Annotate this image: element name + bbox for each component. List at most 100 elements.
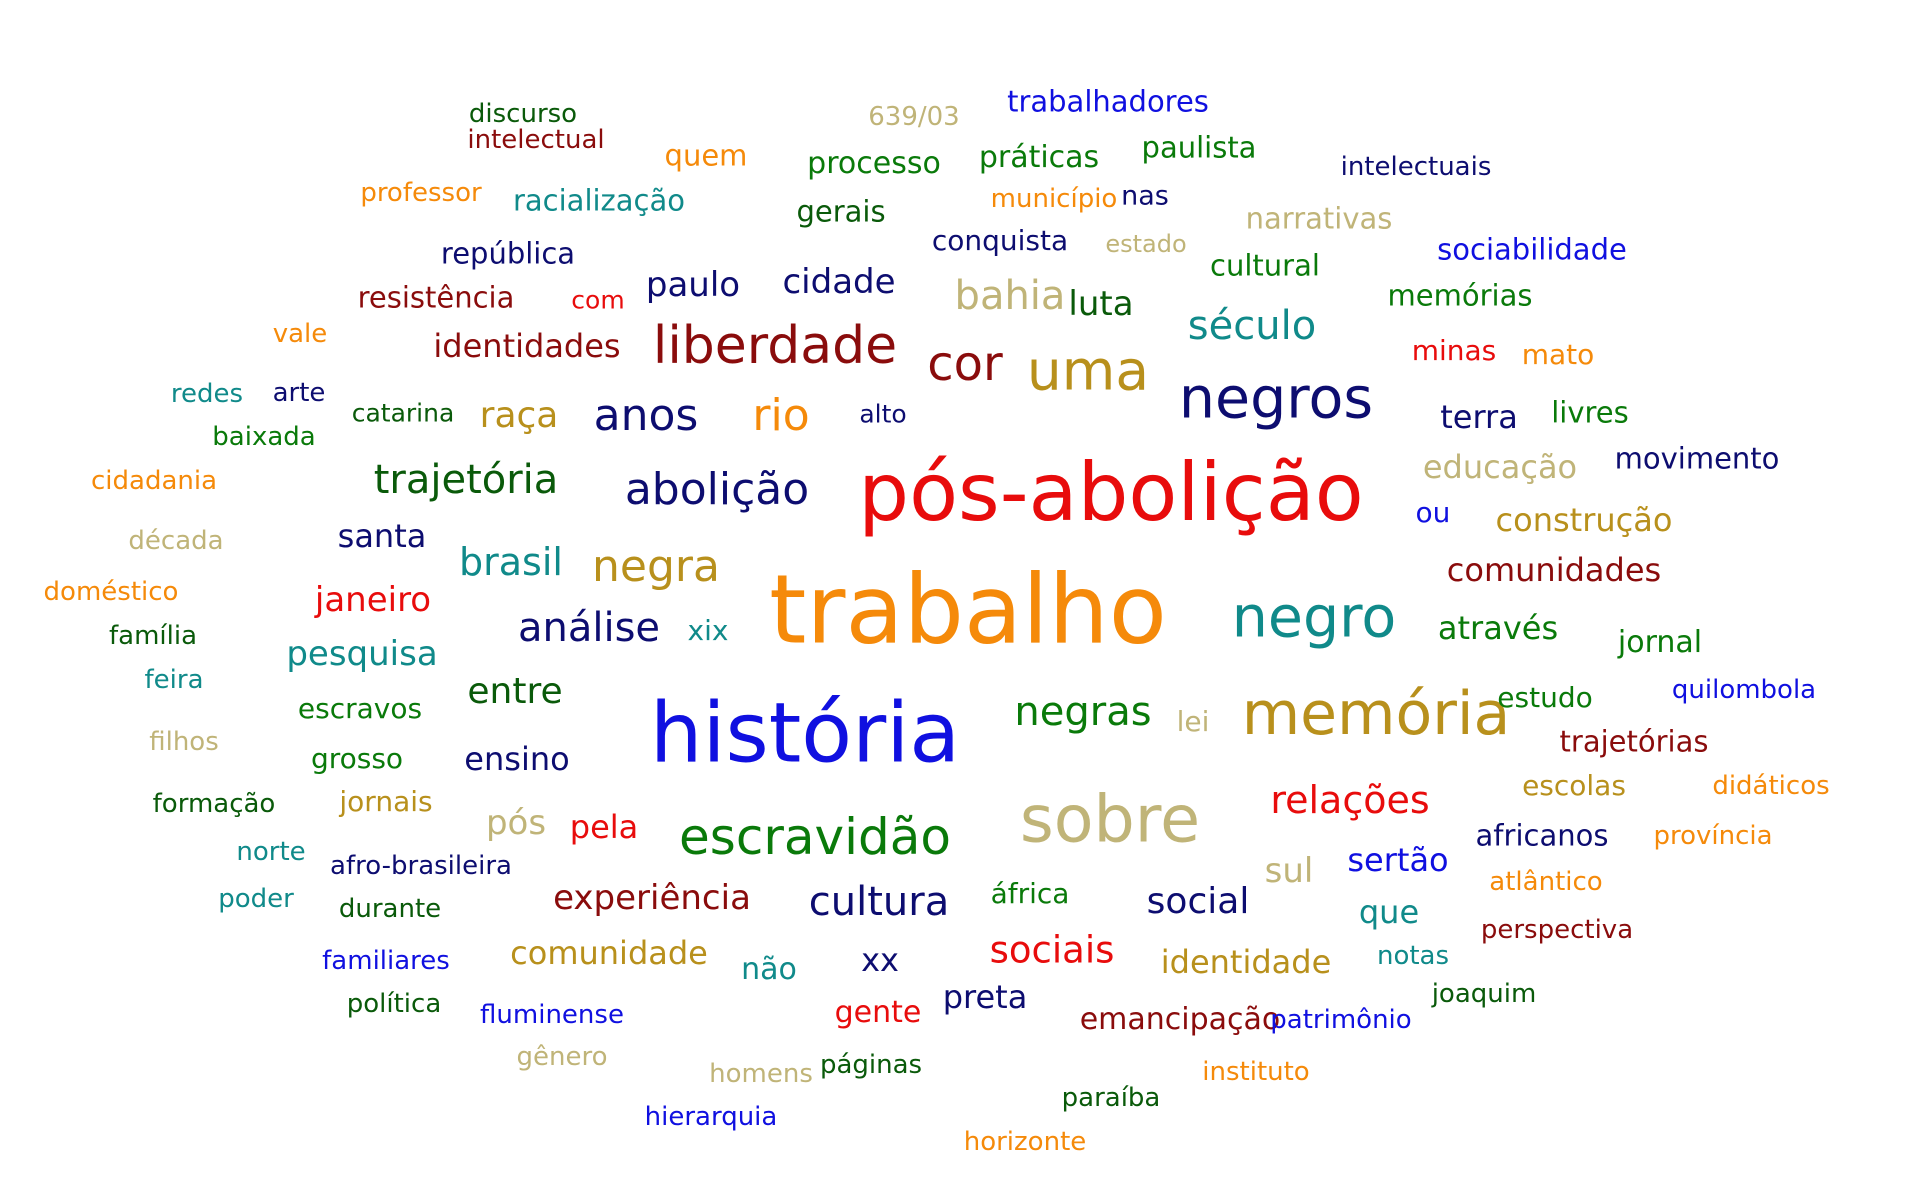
cloud-word: joaquim — [1431, 979, 1537, 1009]
cloud-word: negro — [1231, 584, 1397, 651]
cloud-word: preta — [942, 978, 1028, 1016]
cloud-word: educação — [1422, 448, 1578, 486]
cloud-word: feira — [144, 665, 204, 695]
cloud-word: arte — [272, 378, 326, 408]
cloud-word: província — [1653, 821, 1773, 851]
cloud-word: com — [571, 285, 625, 315]
cloud-word: mato — [1521, 338, 1595, 371]
cloud-word: norte — [236, 837, 306, 867]
cloud-word: identidade — [1160, 943, 1332, 981]
cloud-word: práticas — [978, 140, 1100, 175]
cloud-word: através — [1437, 609, 1559, 647]
cloud-word: pela — [569, 808, 639, 846]
cloud-word: escolas — [1522, 769, 1626, 802]
cloud-word: pós-abolição — [858, 446, 1364, 539]
cloud-word: família — [108, 621, 198, 651]
cloud-word: pós — [485, 803, 547, 843]
cloud-word: negra — [592, 541, 720, 592]
cloud-word: raça — [479, 395, 559, 436]
cloud-word: não — [741, 952, 797, 987]
cloud-word: formação — [152, 789, 276, 819]
cloud-word: xx — [861, 941, 899, 979]
cloud-word: século — [1187, 303, 1317, 349]
cloud-word: trabalho — [769, 555, 1167, 666]
cloud-word: identidades — [433, 327, 621, 365]
cloud-word: pesquisa — [286, 634, 438, 674]
cloud-word: baixada — [212, 422, 316, 452]
cloud-word: resistência — [357, 280, 515, 315]
cloud-word: anos — [593, 390, 699, 441]
cloud-word: patrimônio — [1270, 1005, 1412, 1035]
cloud-word: áfrica — [990, 877, 1070, 910]
cloud-word: cultura — [808, 879, 950, 925]
cloud-word: entre — [467, 671, 563, 712]
cloud-word: estudo — [1497, 681, 1593, 714]
cloud-word: vale — [272, 319, 328, 349]
cloud-word: que — [1358, 893, 1420, 931]
cloud-word: janeiro — [314, 580, 432, 620]
cloud-word: brasil — [459, 540, 563, 584]
cloud-word: quem — [664, 138, 748, 173]
cloud-word: poder — [218, 884, 294, 914]
cloud-word: comunidades — [1446, 551, 1662, 589]
cloud-word: política — [346, 989, 442, 1019]
cloud-word: homens — [709, 1059, 813, 1089]
cloud-word: didáticos — [1712, 771, 1830, 801]
cloud-word: uma — [1026, 338, 1150, 403]
cloud-word: cidadania — [90, 466, 218, 496]
cloud-word: intelectuais — [1340, 152, 1492, 182]
cloud-word: páginas — [819, 1050, 923, 1080]
cloud-word: relações — [1270, 778, 1430, 822]
cloud-word: abolição — [624, 464, 810, 515]
cloud-word: gente — [834, 995, 922, 1030]
cloud-word: história — [649, 684, 961, 782]
cloud-word: escravos — [297, 692, 423, 725]
cloud-word: africanos — [1475, 818, 1609, 853]
cloud-word: redes — [170, 379, 244, 409]
cloud-word: bahia — [954, 273, 1066, 319]
cloud-word: sertão — [1347, 841, 1449, 879]
cloud-word: gerais — [796, 194, 886, 229]
cloud-word: escravidão — [679, 808, 951, 866]
cloud-word: trajetória — [373, 457, 559, 503]
cloud-word: durante — [338, 894, 442, 924]
cloud-word: grosso — [310, 742, 404, 775]
cloud-word: sociabilidade — [1437, 232, 1627, 267]
cloud-word: minas — [1411, 334, 1497, 367]
cloud-word: instituto — [1202, 1057, 1310, 1087]
cloud-word: alto — [859, 399, 907, 429]
cloud-word: quilombola — [1671, 675, 1817, 705]
cloud-word: doméstico — [43, 577, 179, 607]
cloud-word: cidade — [782, 262, 896, 302]
cloud-word: emancipação — [1079, 1002, 1281, 1037]
cloud-word: luta — [1068, 284, 1134, 324]
cloud-word: gênero — [516, 1042, 608, 1072]
cloud-word: década — [128, 526, 224, 556]
cloud-word: nas — [1121, 180, 1169, 212]
cloud-word: hierarquia — [644, 1102, 778, 1132]
cloud-word: cor — [927, 336, 1003, 392]
cloud-word: sociais — [989, 928, 1115, 972]
cloud-word: paulo — [645, 265, 741, 305]
cloud-word: memória — [1241, 679, 1511, 749]
cloud-word: ou — [1415, 496, 1451, 529]
cloud-word: discurso — [468, 99, 578, 129]
cloud-word: movimento — [1614, 441, 1780, 476]
cloud-word: lei — [1176, 705, 1210, 738]
cloud-word: professor — [360, 178, 482, 208]
cloud-word: análise — [517, 605, 661, 651]
cloud-word: jornais — [339, 785, 433, 818]
cloud-word: catarina — [351, 398, 455, 428]
cloud-word: familiares — [322, 946, 450, 976]
cloud-word: sul — [1264, 851, 1314, 891]
cloud-word: xix — [687, 614, 729, 647]
cloud-word: memórias — [1387, 278, 1533, 313]
cloud-word: paulista — [1141, 130, 1257, 165]
cloud-word: santa — [337, 517, 427, 555]
cloud-word: estado — [1105, 230, 1187, 258]
cloud-word: perspectiva — [1480, 915, 1634, 945]
cloud-word: conquista — [931, 224, 1069, 257]
cloud-word: trajetórias — [1559, 724, 1709, 759]
cloud-word: fluminense — [480, 1000, 624, 1030]
cloud-word: liberdade — [652, 316, 898, 376]
